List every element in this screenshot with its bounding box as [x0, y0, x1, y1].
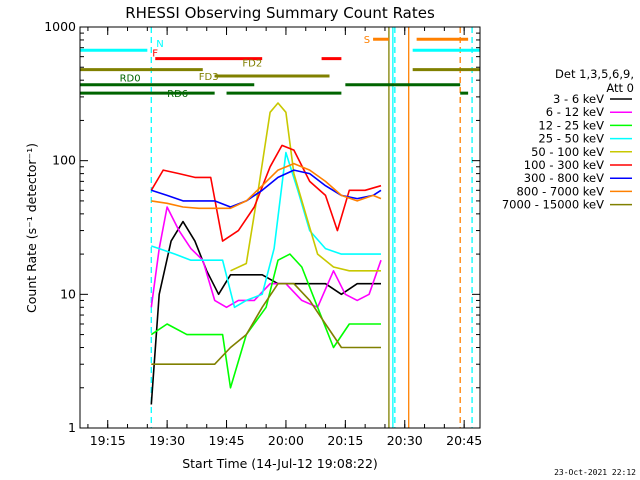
plot-area [150, 27, 473, 428]
flag-label-rd0: RD0 [120, 74, 141, 85]
legend-label-0: 3 - 6 keV [553, 92, 604, 106]
series-line-5 [150, 144, 382, 242]
flag-label-fd3: FD3 [199, 72, 219, 83]
x-tick-label: 19:15 [90, 433, 126, 448]
x-axis-label: Start Time (14-Jul-12 19:08:22) [182, 456, 378, 471]
footer-timestamp: 23-Oct-2021 22:12 [554, 468, 636, 477]
flag-label-s: S [364, 35, 370, 46]
y-tick-label: 10 [60, 286, 76, 301]
legend-label-7: 800 - 7000 keV [516, 184, 604, 198]
series-line-1 [150, 206, 382, 309]
x-tick-label: 20:30 [387, 433, 423, 448]
legend-label-6: 300 - 800 keV [524, 171, 604, 185]
flag-label-rd6: RD6 [167, 89, 188, 100]
series-line-4 [230, 102, 381, 272]
y-tick-label: 100 [52, 153, 76, 168]
legend-header-line-2: Att 0 [606, 81, 634, 95]
legend-label-4: 50 - 100 keV [531, 145, 604, 159]
y-axis-label: Count Rate (s⁻¹ detector⁻¹) [24, 143, 39, 313]
legend-label-8: 7000 - 15000 keV [502, 198, 604, 212]
series-line-7 [151, 162, 382, 210]
chart-title: RHESSI Observing Summary Count Rates [125, 4, 435, 22]
flag-label-f: F [152, 49, 158, 60]
series-line-8 [151, 282, 381, 366]
x-tick-label: 19:30 [149, 433, 185, 448]
legend-header-line-1: Det 1,3,5,6,9, [555, 67, 634, 81]
plot-frame [79, 26, 481, 429]
flag-label-fd2: FD2 [242, 59, 262, 70]
x-tick-label: 20:15 [327, 433, 363, 448]
y-tick-label: 1000 [44, 19, 76, 34]
legend-label-2: 12 - 25 keV [538, 118, 604, 132]
legend-label-5: 100 - 300 keV [524, 158, 604, 172]
x-tick-label: 19:45 [209, 433, 245, 448]
flag-label-n: N [156, 39, 163, 50]
x-tick-label: 20:00 [268, 433, 304, 448]
x-tick-label: 20:45 [446, 433, 482, 448]
axis-ticks: 19:15 19:30 19:45 20:00 20:15 20:30 20:45 1 10 10… [44, 19, 482, 448]
series-line-2 [150, 253, 381, 389]
series-line-0 [150, 220, 381, 405]
series-lines [150, 102, 382, 405]
flag-bars: NF S FD2 FD3 RD0 RD6 [80, 35, 480, 100]
y-tick-label: 1 [68, 420, 76, 435]
series-line-3 [151, 151, 381, 309]
series-line-6 [151, 169, 382, 208]
legend-label-1: 6 - 12 keV [546, 105, 604, 119]
legend-label-3: 25 - 50 keV [538, 132, 604, 146]
